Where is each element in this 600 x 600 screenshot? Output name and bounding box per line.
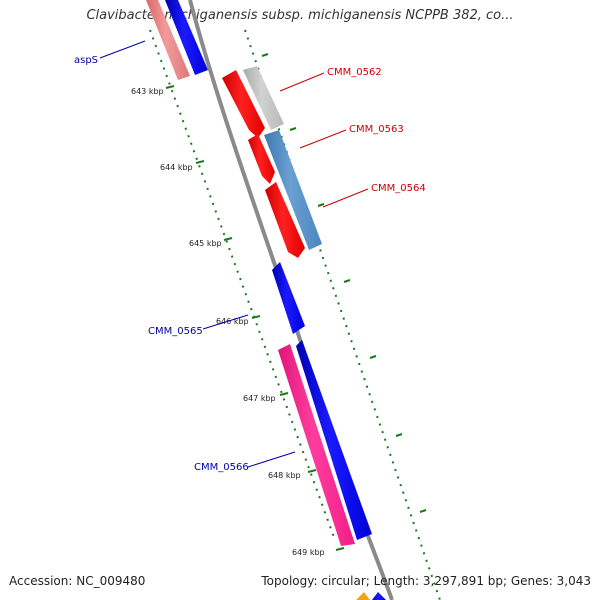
feature-salmon-aspS[interactable] — [146, 0, 190, 80]
scale-label-649: 649 kbp — [292, 548, 325, 557]
leader-CMM_0565 — [202, 314, 249, 330]
gene-CMM_0562[interactable] — [222, 70, 265, 138]
gene-CMM_0566[interactable] — [296, 340, 372, 540]
gene-CMM_0564[interactable] — [265, 182, 305, 258]
feature-steel-CMM_0563[interactable] — [264, 130, 322, 250]
scale-label-647: 647 kbp — [243, 394, 276, 403]
leader-CMM_0562 — [279, 72, 325, 92]
gene-label-CMM_0563[interactable]: CMM_0563 — [349, 124, 404, 135]
leader-CMM_0563 — [299, 129, 347, 149]
leader-CMM_0564 — [322, 188, 369, 208]
leader-CMM_0566 — [247, 451, 296, 468]
scale-label-645: 645 kbp — [189, 239, 222, 248]
scale-label-644: 644 kbp — [160, 163, 193, 172]
scale-label-643: 643 kbp — [131, 87, 164, 96]
scale-ticks — [165, 53, 427, 551]
genome-summary-text: Topology: circular; Length: 3,297,891 bp… — [261, 574, 591, 588]
gene-label-CMM_0562[interactable]: CMM_0562 — [327, 67, 382, 78]
accession-text: Accession: NC_009480 — [9, 574, 146, 588]
feature-pink-CMM_0566[interactable] — [278, 344, 355, 546]
scale-label-648: 648 kbp — [268, 471, 301, 480]
gene-label-CMM_0566[interactable]: CMM_0566 — [194, 462, 249, 473]
gene-CMM_0565[interactable] — [272, 262, 305, 334]
scale-label-646: 646 kbp — [216, 317, 249, 326]
leader-aspS — [99, 40, 146, 59]
gene-label-CMM_0564[interactable]: CMM_0564 — [371, 183, 426, 194]
gene-CMM_0563[interactable] — [248, 134, 275, 184]
feature-orange-bottom[interactable] — [356, 592, 370, 600]
gene-bottom-blue[interactable] — [372, 592, 386, 600]
gene-label-CMM_0565[interactable]: CMM_0565 — [148, 326, 203, 337]
map-footer: Accession: NC_009480 Topology: circular;… — [0, 574, 600, 592]
gene-label-aspS[interactable]: aspS — [74, 55, 98, 66]
feature-gray-CMM_0562[interactable] — [243, 66, 284, 130]
gene-aspS[interactable] — [165, 0, 208, 75]
